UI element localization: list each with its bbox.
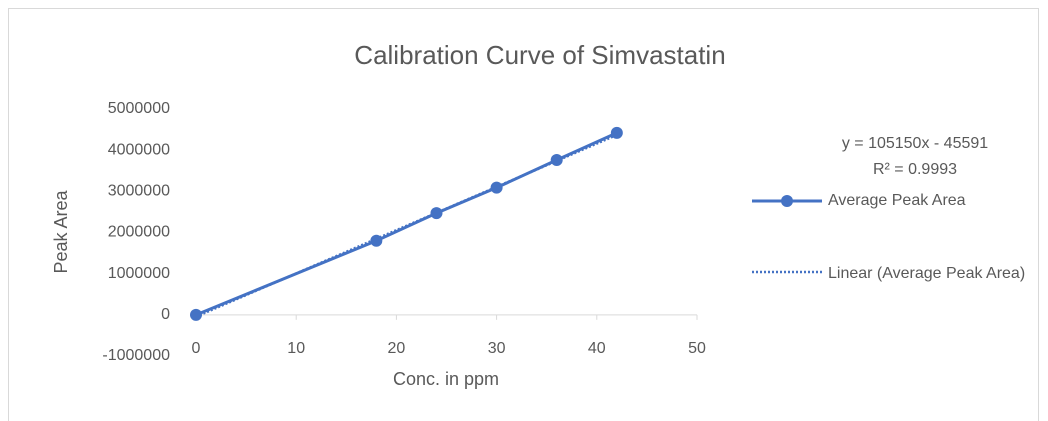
legend-marker [781,195,793,207]
legend-trend-label: Linear (Average Peak Area) [828,265,1026,282]
chart-title: Calibration Curve of Simvastatin [354,40,725,70]
x-tick-label: 10 [287,340,305,357]
data-point [550,154,563,167]
x-tick-label: 40 [588,340,606,357]
trend-equation: y = 105150x - 45591 [842,135,988,152]
data-point [490,181,503,194]
data-point [370,234,383,247]
y-tick-label: -1000000 [102,347,170,364]
y-tick-label: 2000000 [108,224,170,241]
y-tick-label: 4000000 [108,141,170,158]
x-tick-label: 30 [488,340,506,357]
data-point [190,308,202,321]
y-tick-label: 0 [161,306,170,323]
trend-r-squared: R² = 0.9993 [873,161,957,178]
x-tick-label: 20 [388,340,406,357]
series-line [195,131,618,317]
x-tick-label: 0 [192,340,201,357]
data-point [610,126,623,139]
chart-border [8,8,1039,421]
y-tick-label: 3000000 [108,183,170,200]
x-tick-label: 50 [688,340,706,357]
legend-label: Average Peak Area [828,192,966,209]
x-axis-title: Conc. in ppm [393,369,499,389]
y-tick-label: 5000000 [108,100,170,117]
data-point [430,207,443,220]
y-tick-label: 1000000 [108,265,170,282]
y-axis-title: Peak Area [51,189,71,273]
